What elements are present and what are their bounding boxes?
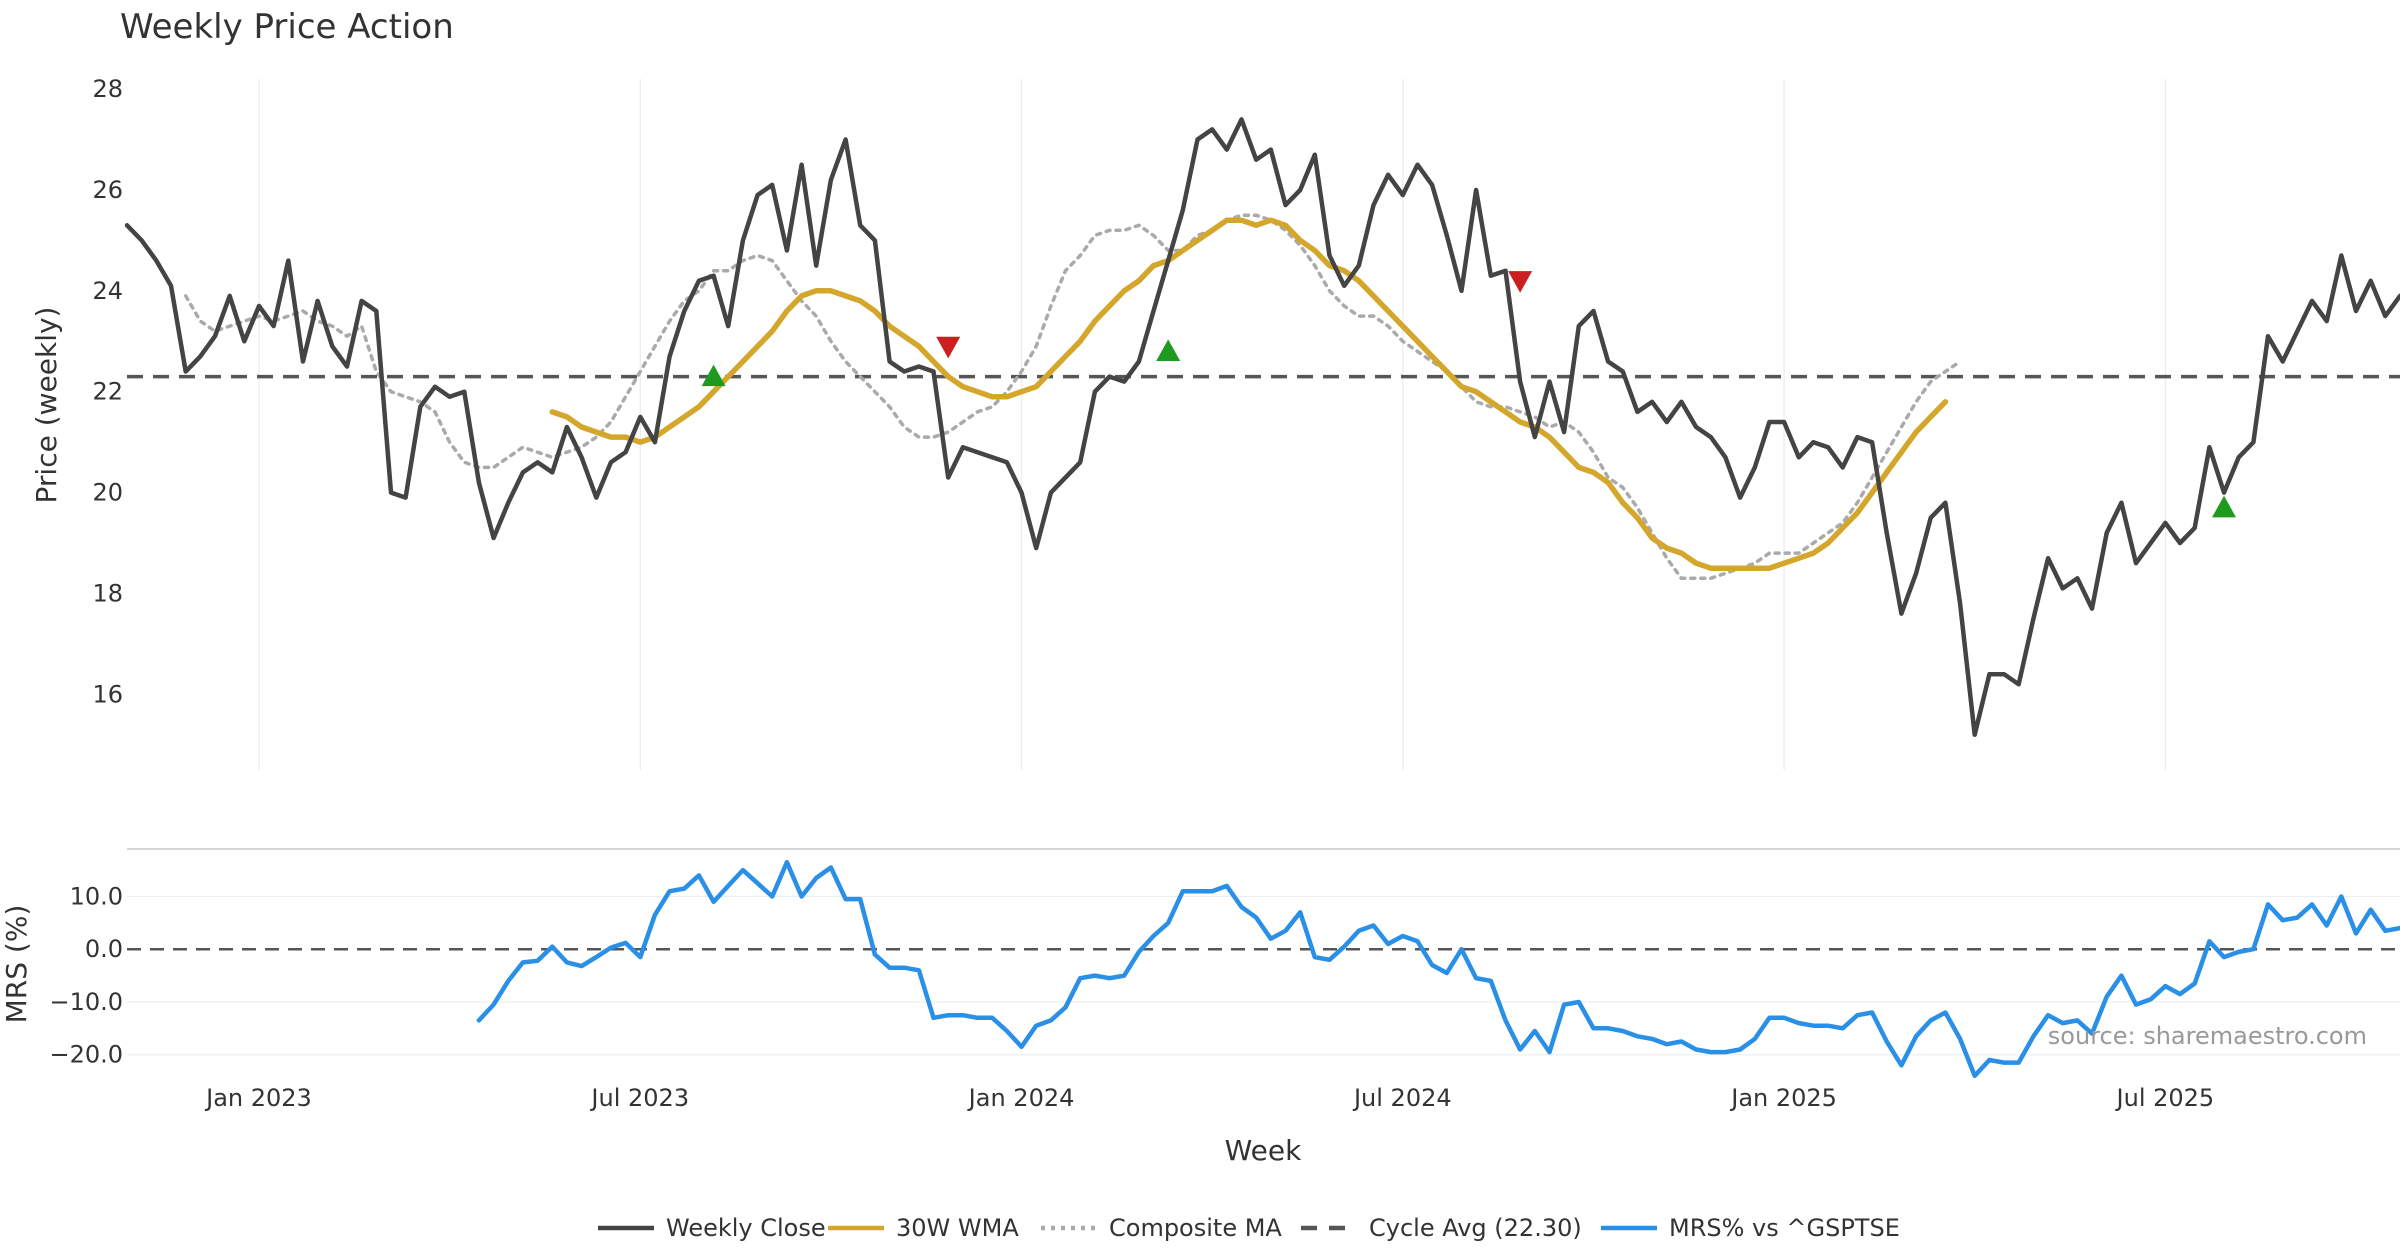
signal-markers — [701, 271, 2237, 518]
series-weekly-close — [124, 117, 2400, 737]
buy-signal-marker — [701, 364, 726, 387]
bottom-y-tick-labels: 10.0 0.0 −10.0 −20.0 — [49, 882, 123, 1068]
series-30w-wma — [549, 217, 1949, 571]
sell-signal-marker — [1508, 271, 1533, 293]
top-y-tick-label: 16 — [92, 680, 123, 708]
top-y-axis-label: Price (weekly) — [30, 307, 63, 504]
buy-signal-marker — [2212, 495, 2237, 518]
top-y-tick-label: 22 — [92, 378, 123, 406]
bottom-y-tick-label: 10.0 — [70, 882, 123, 910]
bottom-y-tick-label: 0.0 — [85, 935, 123, 963]
top-series-group — [124, 117, 2400, 737]
buy-signal-marker — [1156, 339, 1181, 361]
bottom-series-group — [476, 859, 2400, 1079]
legend-label: Cycle Avg (22.30) — [1369, 1214, 1582, 1242]
bottom-y-tick-label: −10.0 — [49, 988, 123, 1016]
x-tick-label: Jan 2023 — [204, 1084, 312, 1112]
top-y-tick-label: 24 — [92, 277, 123, 305]
top-y-tick-label: 20 — [92, 479, 123, 507]
bottom-y-axis-label: MRS (%) — [0, 905, 33, 1024]
x-tick-label: Jan 2024 — [967, 1084, 1075, 1112]
x-tick-label: Jul 2024 — [1352, 1084, 1452, 1112]
top-y-tick-label: 26 — [92, 176, 123, 204]
sell-signal-marker — [936, 336, 961, 359]
x-tick-label: Jul 2023 — [589, 1084, 689, 1112]
legend: Weekly Close 30W WMA Composite MA Cycle Avg… — [598, 1214, 1900, 1242]
series-mrs — [476, 859, 2400, 1079]
top-y-tick-label: 28 — [92, 75, 123, 103]
series-composite-ma — [183, 213, 1962, 581]
top-y-tick-labels: 16 18 20 22 24 26 28 — [92, 75, 123, 708]
legend-label: MRS% vs ^GSPTSE — [1669, 1214, 1900, 1242]
source-annotation: source: sharemaestro.com — [2048, 1022, 2367, 1050]
top-x-gridlines — [258, 79, 2166, 770]
legend-label: Composite MA — [1109, 1214, 1282, 1242]
x-tick-label: Jul 2025 — [2115, 1084, 2215, 1112]
x-tick-labels: Jan 2023 Jul 2023 Jan 2024 Jul 2024 Jan 2025… — [204, 1084, 2214, 1112]
chart-title: Weekly Price Action — [120, 7, 454, 47]
x-axis-label: Week — [1225, 1134, 1302, 1167]
bottom-y-tick-label: −20.0 — [49, 1041, 123, 1069]
top-y-tick-label: 18 — [92, 579, 123, 607]
legend-label: 30W WMA — [896, 1214, 1019, 1242]
legend-label: Weekly Close — [666, 1214, 826, 1242]
x-tick-label: Jan 2025 — [1729, 1084, 1837, 1112]
